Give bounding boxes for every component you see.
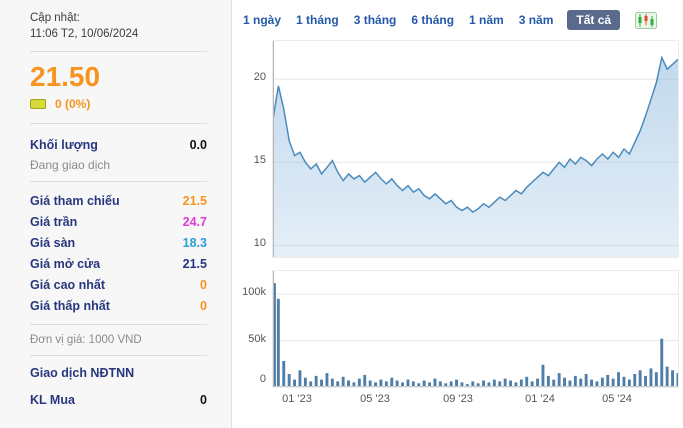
price-info-label: Giá sàn — [30, 235, 76, 250]
price-info-label: Giá cao nhất — [30, 277, 106, 292]
x-axis-tick: 05 '24 — [602, 393, 632, 405]
volume-value: 0.0 — [189, 137, 207, 152]
x-axis-tick: 01 '23 — [282, 393, 312, 405]
tab-range-6[interactable]: 3 năm — [518, 13, 554, 27]
update-section: Cập nhật: 11:06 T2, 10/06/2024 — [30, 6, 207, 52]
price-info-value: 21.5 — [182, 256, 207, 271]
volume-y-axis: 100k 50k 0 — [238, 270, 272, 388]
price-info-value: 24.7 — [182, 214, 207, 229]
x-axis-labels: 01 '23 05 '23 09 '23 01 '24 05 '24 — [272, 388, 679, 410]
x-axis-tick: 09 '23 — [443, 393, 473, 405]
price-y-tick: 10 — [253, 237, 266, 250]
foreign-rows: KL Mua 0 — [30, 389, 207, 410]
table-row: Giá mở cửa 21.5 — [30, 253, 207, 274]
table-row: Giá trần 24.7 — [30, 211, 207, 232]
price-y-tick: 15 — [253, 154, 266, 167]
volume-row: Khối lượng 0.0 — [30, 134, 207, 155]
price-y-axis: 20 15 10 — [238, 40, 272, 258]
foreign-section-title: Giao dịch NĐTNN — [30, 366, 135, 380]
trading-status: Đang giao dịch — [30, 158, 111, 172]
price-info-table: Giá tham chiếu 21.5 Giá trần 24.7 Giá sàn 18.… — [30, 182, 207, 325]
price-info-value: 21.5 — [182, 193, 207, 208]
price-chart-row: 20 15 10 — [238, 40, 679, 258]
candlestick-chart-icon[interactable] — [635, 11, 658, 29]
x-axis-tick: 01 '24 — [525, 393, 555, 405]
reference-color-icon — [30, 99, 46, 109]
tab-range-5[interactable]: 1 năm — [469, 13, 504, 27]
volume-label: Khối lượng — [30, 137, 98, 152]
price-info-value: 0 — [200, 277, 207, 292]
table-row: KL Mua 0 — [30, 389, 207, 410]
tab-range-2[interactable]: 1 tháng — [296, 13, 339, 27]
price-change-row: 0 (0%) — [30, 97, 207, 111]
price-info-label: Giá thấp nhất — [30, 298, 110, 313]
table-row: Giá tham chiếu 21.5 — [30, 190, 207, 211]
volume-chart-svg — [273, 271, 678, 387]
volume-chart-plot[interactable] — [272, 270, 679, 388]
tab-range-4[interactable]: 6 tháng — [411, 13, 455, 27]
quote-sidebar: Cập nhật: 11:06 T2, 10/06/2024 21.50 0 (… — [0, 0, 232, 428]
x-axis-tick: 05 '23 — [360, 393, 390, 405]
foreign-info-label: KL Mua — [30, 392, 75, 407]
price-info-label: Giá mở cửa — [30, 256, 101, 271]
volume-chart-row: 100k 50k 0 — [238, 270, 679, 388]
table-row: Giá sàn 18.3 — [30, 232, 207, 253]
update-label: Cập nhật: — [30, 12, 80, 24]
volume-y-tick: 50k — [248, 332, 266, 345]
price-info-value: 0 — [200, 298, 207, 313]
price-info-label: Giá trần — [30, 214, 78, 229]
price-y-tick: 20 — [253, 71, 266, 84]
volume-y-tick: 100k — [242, 286, 266, 299]
chart-panel: 1 ngày 1 tháng 3 tháng 6 tháng 1 năm 3 năm Tất… — [232, 0, 683, 428]
price-chart-plot[interactable] — [272, 40, 679, 258]
price-chart-svg — [273, 41, 678, 257]
current-price: 21.50 — [30, 61, 101, 92]
price-section: 21.50 0 (0%) — [30, 52, 207, 124]
time-range-tabs: 1 ngày 1 tháng 3 tháng 6 tháng 1 năm 3 năm Tất… — [242, 10, 679, 30]
table-row: Giá cao nhất 0 — [30, 274, 207, 295]
tab-range-3[interactable]: 3 tháng — [353, 13, 397, 27]
tab-range-7[interactable]: Tất cả — [567, 10, 621, 30]
update-time: 11:06 T2, 10/06/2024 — [30, 28, 139, 40]
price-unit-note: Đơn vị giá: 1000 VND — [30, 325, 207, 356]
tab-range-1[interactable]: 1 ngày — [243, 13, 282, 27]
table-row: Giá thấp nhất 0 — [30, 295, 207, 316]
price-info-label: Giá tham chiếu — [30, 193, 120, 208]
foreign-info-value: 0 — [200, 392, 207, 407]
volume-y-tick: 0 — [259, 373, 266, 385]
price-info-value: 18.3 — [182, 235, 207, 250]
volume-section: Khối lượng 0.0 Đang giao dịch — [30, 124, 207, 182]
price-change: 0 (0%) — [55, 97, 91, 111]
foreign-trading-section: Giao dịch NĐTNN KL Mua 0 — [30, 356, 207, 420]
